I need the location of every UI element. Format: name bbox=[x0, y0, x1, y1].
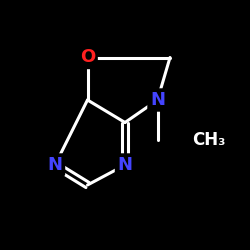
Text: N: N bbox=[118, 156, 132, 174]
Text: O: O bbox=[80, 48, 95, 66]
Text: CH₃: CH₃ bbox=[192, 131, 226, 149]
Text: N: N bbox=[48, 156, 62, 174]
Text: N: N bbox=[150, 91, 165, 109]
